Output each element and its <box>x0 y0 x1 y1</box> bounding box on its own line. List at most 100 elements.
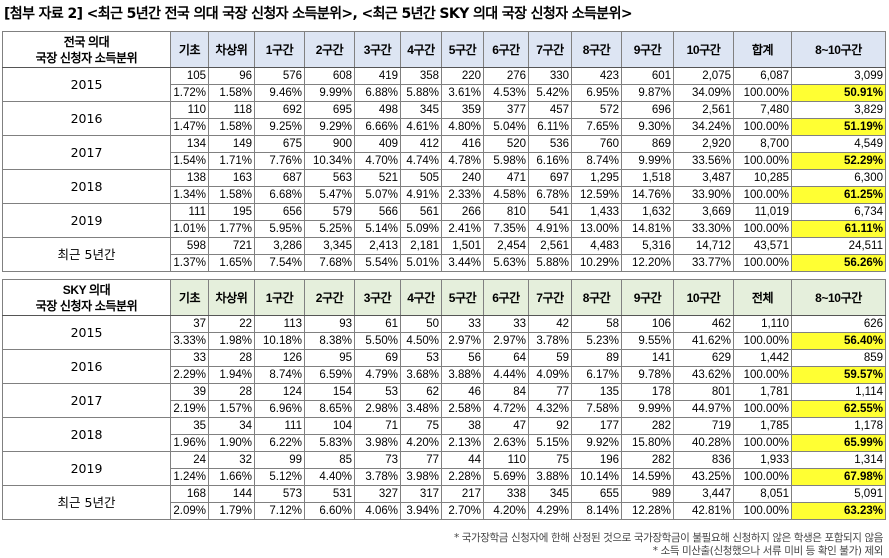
count-row: 최근 5년간 598 721 3,286 3,345 2,413 2,181 1,501 2,4… <box>2 237 886 272</box>
count-cell: 38 <box>441 417 484 435</box>
count-cell: 104 <box>304 417 355 435</box>
count-cell: 178 <box>621 383 674 401</box>
percent-cell: 2.19% <box>170 400 209 418</box>
column-header: 9구간 <box>621 279 674 316</box>
count-cell: 719 <box>673 417 734 435</box>
percent-cell: 1.96% <box>170 434 209 452</box>
header-label: SKY 의대 국장 신청자 소득분위 <box>2 279 171 316</box>
percent-cell: 4.70% <box>354 152 401 170</box>
count-cell: 44 <box>441 451 484 469</box>
percent-cell-highlight: 63.23% <box>791 502 886 520</box>
count-cell: 282 <box>621 417 674 435</box>
count-cell: 43,571 <box>733 237 792 255</box>
column-header: 8구간 <box>571 279 622 316</box>
percent-cell: 9.30% <box>621 118 674 136</box>
percent-cell: 1.58% <box>208 84 255 102</box>
column-header: 9구간 <box>621 31 674 68</box>
column-header: 10구간 <box>673 31 734 68</box>
column-header: 5구간 <box>441 31 484 68</box>
count-cell: 58 <box>571 315 622 333</box>
percent-cell: 4.91% <box>528 220 572 238</box>
percent-cell: 4.61% <box>400 118 442 136</box>
count-cell: 6,734 <box>791 203 886 221</box>
count-cell: 327 <box>354 485 401 503</box>
count-cell: 24,511 <box>791 237 886 255</box>
count-cell: 721 <box>208 237 255 255</box>
percent-cell: 34.09% <box>673 84 734 102</box>
count-cell: 573 <box>254 485 305 503</box>
count-cell: 655 <box>571 485 622 503</box>
count-cell: 149 <box>208 135 255 153</box>
percent-cell-highlight: 59.57% <box>791 366 886 384</box>
percent-cell: 4.50% <box>400 332 442 350</box>
percent-cell: 5.98% <box>483 152 529 170</box>
percent-cell: 2.13% <box>441 434 484 452</box>
percent-row: 1.24% 1.66% 5.12% 4.40% 3.78% 3.98% 2.28% 5.69%… <box>3 468 886 486</box>
percent-cell: 8.38% <box>304 332 355 350</box>
percent-cell: 100.00% <box>733 468 792 486</box>
percent-cell: 5.04% <box>483 118 529 136</box>
sky-medical-income-table: SKY 의대 국장 신청자 소득분위 기초 차상위 1구간 2구간 3구간 4구간 5구간 6구간… <box>2 279 886 520</box>
percent-cell: 5.25% <box>304 220 355 238</box>
percent-cell: 9.55% <box>621 332 674 350</box>
count-cell: 92 <box>528 417 572 435</box>
percent-cell: 4.58% <box>483 186 529 204</box>
count-cell: 696 <box>621 101 674 119</box>
percent-cell: 4.72% <box>483 400 529 418</box>
count-cell: 62 <box>400 383 442 401</box>
count-cell: 317 <box>400 485 442 503</box>
count-cell: 377 <box>483 101 529 119</box>
percent-cell: 41.62% <box>673 332 734 350</box>
count-cell: 37 <box>170 315 209 333</box>
column-header: 2구간 <box>304 31 355 68</box>
count-cell: 536 <box>528 135 572 153</box>
count-cell: 457 <box>528 101 572 119</box>
percent-cell-highlight: 67.98% <box>791 468 886 486</box>
column-header: 차상위 <box>208 31 255 68</box>
count-cell: 138 <box>170 169 209 187</box>
row-label: 2018 <box>2 417 171 452</box>
row-label: 2019 <box>2 203 171 238</box>
column-header: 6구간 <box>483 279 529 316</box>
count-cell: 498 <box>354 101 401 119</box>
percent-cell: 1.79% <box>208 502 255 520</box>
percent-cell: 3.68% <box>400 366 442 384</box>
count-cell: 471 <box>483 169 529 187</box>
percent-cell: 42.81% <box>673 502 734 520</box>
percent-cell: 6.96% <box>254 400 305 418</box>
percent-cell: 43.62% <box>673 366 734 384</box>
percent-cell: 3.61% <box>441 84 484 102</box>
percent-cell: 1.57% <box>208 400 255 418</box>
row-label: 2019 <box>2 451 171 486</box>
count-cell: 177 <box>571 417 622 435</box>
column-header: 3구간 <box>354 279 401 316</box>
count-cell: 24 <box>170 451 209 469</box>
percent-cell: 2.41% <box>441 220 484 238</box>
percent-cell: 9.46% <box>254 84 305 102</box>
count-cell: 59 <box>528 349 572 367</box>
count-cell: 859 <box>791 349 886 367</box>
percent-cell: 5.01% <box>400 254 442 272</box>
column-header: 6구간 <box>483 31 529 68</box>
count-cell: 217 <box>441 485 484 503</box>
percent-cell: 4.53% <box>483 84 529 102</box>
percent-cell: 3.33% <box>170 332 209 350</box>
percent-cell: 9.99% <box>304 84 355 102</box>
column-header-total: 전체 <box>733 279 792 316</box>
count-cell: 1,518 <box>621 169 674 187</box>
percent-cell: 100.00% <box>733 366 792 384</box>
count-cell: 4,549 <box>791 135 886 153</box>
percent-cell: 12.28% <box>621 502 674 520</box>
percent-cell: 5.47% <box>304 186 355 204</box>
percent-cell: 6.66% <box>354 118 401 136</box>
percent-cell: 7.68% <box>304 254 355 272</box>
count-cell: 33 <box>170 349 209 367</box>
percent-cell: 12.59% <box>571 186 622 204</box>
percent-cell: 2.29% <box>170 366 209 384</box>
percent-cell: 9.87% <box>621 84 674 102</box>
count-cell: 656 <box>254 203 305 221</box>
count-cell: 989 <box>621 485 674 503</box>
percent-cell: 2.70% <box>441 502 484 520</box>
count-cell: 10,285 <box>733 169 792 187</box>
